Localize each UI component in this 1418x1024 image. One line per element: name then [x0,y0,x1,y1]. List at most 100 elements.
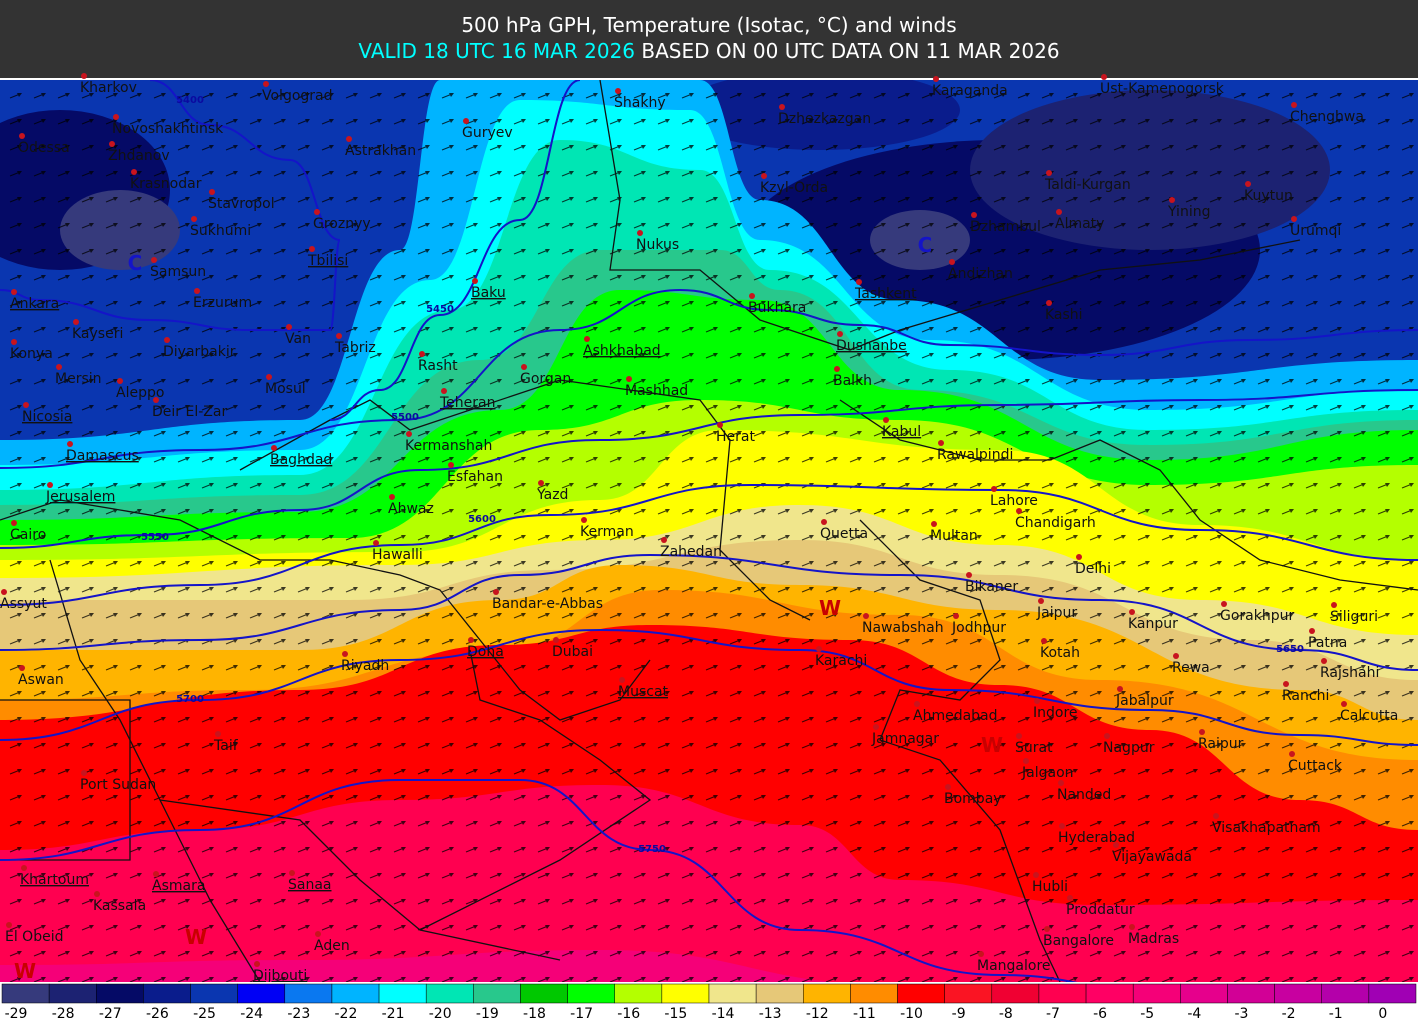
city-label: Novoshakhtinsk [112,121,224,137]
contour-line [0,553,1418,671]
city-dot [215,731,221,737]
city-dot [271,445,277,451]
city-dot [856,279,862,285]
city-label: Taldi-Kurgan [1044,177,1131,193]
city-label: Konya [10,346,53,362]
city-dot [1169,197,1175,203]
colorbar-swatch [567,983,615,1004]
colorbar-swatch [237,983,286,1004]
city-label: Nicosia [22,409,72,425]
city-dot [619,677,625,683]
city-dot [1321,658,1327,664]
city-dot [1046,170,1052,176]
city-label: Muscat [618,684,669,700]
colorbar-swatch [1368,983,1417,1004]
city-dot [761,173,767,179]
colorbar: -29 -28 -27 -26 -25 -24 -23 -22 -21 -20 -19 -18 -17-… [0,982,1418,1024]
city-label: Kayseri [72,326,123,342]
city-label: Nukus [636,237,679,253]
city-label: Ust-Kamenogorsk [1100,81,1225,97]
city-label: Ankara [10,296,59,312]
city-label: Dubai [552,644,593,660]
colorbar-swatch [48,983,97,1004]
city-dot [1016,733,1022,739]
city-label: Mersin [55,371,102,387]
colorbar-label: -15 [664,1006,687,1022]
city-dot [863,613,869,619]
city-label: Bandar-e-Abbas [492,596,603,612]
city-dot [1023,758,1029,764]
city-label: Baghdad [270,452,332,468]
city-dot [661,537,667,543]
colorbar-label: -1 [1329,1006,1343,1022]
city-label: Rajshahi [1320,665,1379,681]
city-dot [1213,813,1219,819]
city-dot [373,540,379,546]
cities: Kharkov Volgograd Novoshakhtinsk Odessa Zhda… [0,73,1398,984]
city-dot [971,212,977,218]
header-bar [0,0,1418,78]
colorbar-swatch [991,983,1040,1004]
city-label: Aden [314,938,350,954]
colorbar-label: -7 [1046,1006,1060,1022]
city-label: Tbilisi [307,253,348,269]
city-label: Astrakhan [345,143,416,159]
city-label: Guryev [462,125,513,141]
city-dot [1056,209,1062,215]
city-label: Kashi [1045,307,1083,323]
city-label: Bombay [944,791,1002,807]
city-label: Bukhara [748,300,806,316]
city-label: Kzyl-Orda [760,180,828,196]
city-label: Ahmedabad [913,708,998,724]
colorbar-label: -24 [240,1006,263,1022]
contour-label: 5750 [638,844,666,855]
colorbar-swatch [803,983,851,1004]
city-dot [56,364,62,370]
city-label: Deir El-Zar [152,404,227,420]
city-label: Baku [471,285,506,301]
colorbar-label: 0 [1378,1006,1387,1022]
city-label: Hawalli [372,547,423,563]
city-dot [1044,926,1050,932]
colorbar-label: -12 [806,1006,829,1022]
city-dot [113,114,119,120]
city-dot [991,486,997,492]
city-label: Bikaner [965,579,1018,595]
contour-label: 5600 [468,514,496,525]
colorbar-label: -23 [287,1006,310,1022]
city-dot [1331,602,1337,608]
pressure-center: W [819,596,841,620]
city-label: Kassala [93,898,146,914]
city-dot [615,88,621,94]
city-dot [309,246,315,252]
city-label: Kerman [580,524,634,540]
colorbar-swatch [661,983,710,1004]
city-label: Ahwaz [388,501,434,517]
city-label: Almaty [1055,216,1104,232]
city-label: Krasnodar [130,176,202,192]
city-label: Jalgaon [1021,765,1074,781]
city-label: Diyarbakir [163,344,236,360]
pressure-center: W [14,959,36,983]
borders [0,80,1418,982]
subtitle: VALID 18 UTC 16 MAR 2026 BASED ON 00 UTC… [358,39,1059,63]
city-label: Ranchi [1282,688,1329,704]
colorbar-label: -8 [999,1006,1013,1022]
colorbar-label: -14 [712,1006,735,1022]
city-label: Jodhpur [951,620,1006,636]
colorbar-label: -5 [1140,1006,1154,1022]
city-dot [1129,924,1135,930]
city-label: Multan [930,528,978,544]
city-label: El Obeid [5,929,63,945]
colorbar-swatch [850,983,898,1004]
city-dot [23,402,29,408]
city-label: Teheran [439,395,495,411]
colorbar-swatch [190,983,238,1004]
colorbar-swatch [1085,983,1134,1004]
city-label: Kharkov [80,80,137,96]
colorbar-label: -4 [1187,1006,1201,1022]
city-label: Delhi [1075,561,1111,577]
city-dot [717,422,723,428]
colorbar-label: -16 [617,1006,640,1022]
